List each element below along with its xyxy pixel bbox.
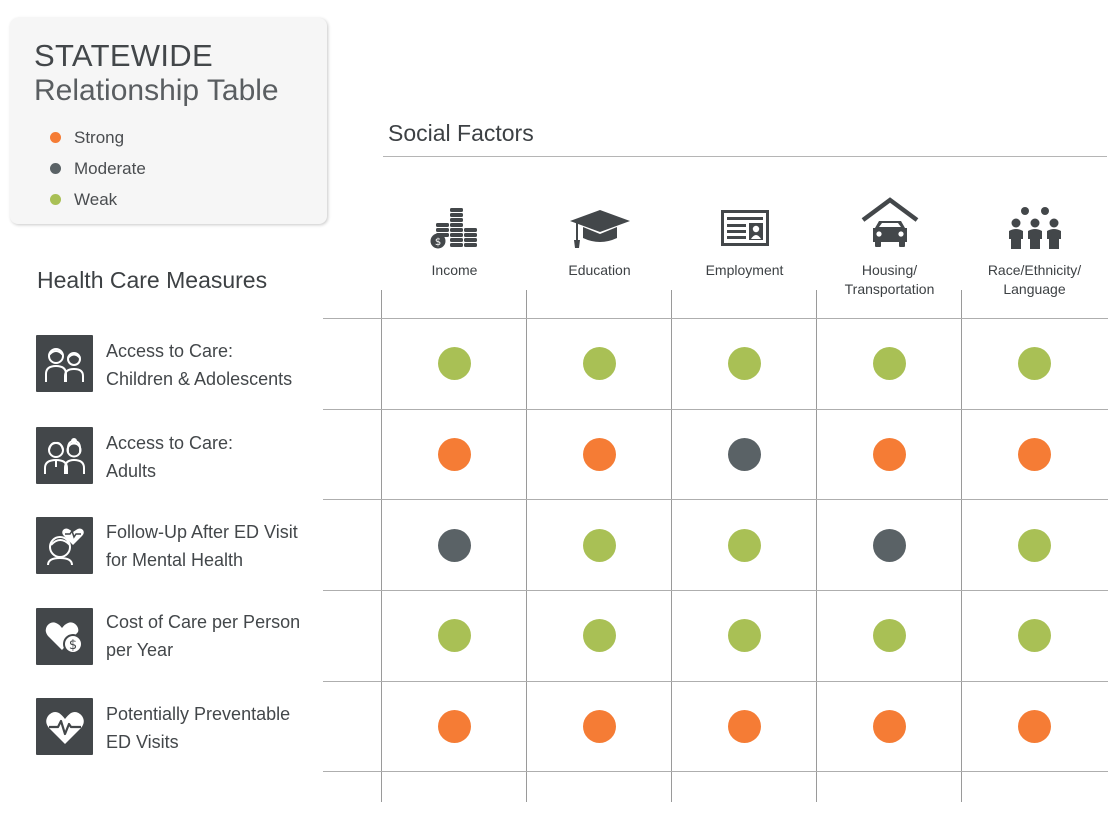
column-header-employment: Employment	[672, 198, 817, 280]
page-title: STATEWIDE	[34, 38, 213, 73]
rating-dot-weak	[437, 346, 471, 380]
grid-hline	[323, 318, 1108, 319]
row-label-line: Access to Care:	[106, 433, 234, 453]
row-label-line: for Mental Health	[106, 550, 244, 570]
svg-text:$: $	[68, 638, 76, 653]
health-care-measures-title: Health Care Measures	[37, 267, 268, 293]
legend-card: STATEWIDE Relationship Table Strong Mode…	[10, 18, 327, 224]
house-car-icon	[861, 197, 918, 247]
column-label-housing-line2: Transportation	[844, 281, 935, 297]
children-icon	[44, 347, 84, 382]
column-label-education: Education	[568, 262, 631, 278]
moderate-dot-icon	[50, 163, 61, 174]
row-label-cost-of-care: Cost of Care per Person per Year	[106, 608, 300, 664]
rating-dot-strong	[872, 437, 906, 471]
grid-vline	[526, 290, 527, 802]
grid-vline	[381, 290, 382, 802]
rating-dot-moderate	[872, 528, 906, 562]
rating-dot-strong	[582, 709, 616, 743]
column-header-education: Education	[527, 198, 672, 280]
rating-dot-strong	[1017, 709, 1051, 743]
column-label-housing-line1: Housing/	[861, 262, 918, 278]
legend-label-weak: Weak	[74, 189, 118, 209]
row-label-preventable-ed: Potentially Preventable ED Visits	[106, 700, 290, 756]
people-group-icon	[1008, 207, 1061, 249]
mental-health-icon	[46, 528, 84, 565]
heart-pulse-icon	[45, 711, 84, 744]
rating-dot-strong	[1017, 437, 1051, 471]
grid-hline	[323, 590, 1108, 591]
rating-dot-weak	[727, 346, 761, 380]
rating-dot-weak	[582, 528, 616, 562]
row-label-line: Access to Care:	[106, 341, 234, 361]
rating-dot-weak	[727, 528, 761, 562]
row-label-line: Cost of Care per Person	[106, 612, 301, 632]
row-label-line: Potentially Preventable	[106, 704, 291, 724]
rating-dot-moderate	[437, 528, 471, 562]
rating-dot-strong	[437, 709, 471, 743]
column-header-race-ethnicity: Race/Ethnicity/ Language	[962, 198, 1107, 299]
strong-dot-icon	[50, 132, 61, 143]
column-header-income: $ Income	[382, 198, 527, 280]
row-icon-box	[36, 427, 93, 484]
grid-hline	[323, 499, 1108, 500]
id-card-icon	[720, 210, 769, 246]
rating-dot-weak	[1017, 528, 1051, 562]
column-header-housing: Housing/ Transportation	[817, 197, 962, 299]
row-label-access-adults: Access to Care: Adults	[106, 429, 233, 485]
rating-dot-weak	[437, 618, 471, 652]
rating-dot-weak	[872, 618, 906, 652]
legend-label-strong: Strong	[74, 127, 125, 147]
row-label-line: Adults	[106, 461, 157, 481]
row-label-line: per Year	[106, 640, 174, 660]
legend-item-weak: Weak	[50, 184, 146, 215]
adults-icon	[43, 437, 85, 474]
rating-dot-weak	[872, 346, 906, 380]
heart-dollar-icon: $	[45, 621, 83, 654]
legend-label-moderate: Moderate	[74, 158, 146, 178]
rating-dot-weak	[1017, 346, 1051, 380]
grid-hline	[323, 681, 1108, 682]
rating-dot-strong	[582, 437, 616, 471]
row-label-line: Children & Adolescents	[106, 369, 293, 389]
row-label-access-children: Access to Care: Children & Adolescents	[106, 337, 292, 393]
social-factors-title: Social Factors	[388, 120, 534, 146]
page-subtitle: Relationship Table	[34, 74, 279, 107]
row-icon-box	[36, 698, 93, 755]
grid-hline	[323, 771, 1108, 772]
row-icon-box	[36, 335, 93, 392]
grid-vline	[816, 290, 817, 802]
column-label-race-line1: Race/Ethnicity/	[987, 262, 1082, 278]
svg-text:$: $	[434, 237, 440, 248]
row-icon-box	[36, 517, 93, 574]
row-label-line: ED Visits	[106, 732, 179, 752]
rating-dot-weak	[582, 618, 616, 652]
rating-dot-weak	[727, 618, 761, 652]
column-label-income: Income	[431, 262, 478, 278]
rating-dot-moderate	[727, 437, 761, 471]
rating-dot-strong	[727, 709, 761, 743]
legend-list: Strong Moderate Weak	[50, 122, 146, 215]
row-label-follow-up: Follow-Up After ED Visit for Mental Heal…	[106, 518, 298, 574]
column-label-race-line2: Language	[1003, 281, 1066, 297]
grid-hline	[323, 409, 1108, 410]
legend-item-strong: Strong	[50, 122, 146, 153]
grid-vline	[961, 290, 962, 802]
row-label-line: Follow-Up After ED Visit	[106, 522, 298, 542]
weak-dot-icon	[50, 194, 61, 205]
coin-stacks-icon: $	[430, 208, 477, 249]
rating-dot-weak	[582, 346, 616, 380]
rating-dot-weak	[1017, 618, 1051, 652]
row-icon-box: $	[36, 608, 93, 665]
column-label-employment: Employment	[705, 262, 784, 278]
legend-item-moderate: Moderate	[50, 153, 146, 184]
rating-dot-strong	[872, 709, 906, 743]
rating-dot-strong	[437, 437, 471, 471]
social-factors-divider	[383, 156, 1107, 157]
graduation-cap-icon	[569, 210, 630, 248]
grid-vline	[671, 290, 672, 802]
